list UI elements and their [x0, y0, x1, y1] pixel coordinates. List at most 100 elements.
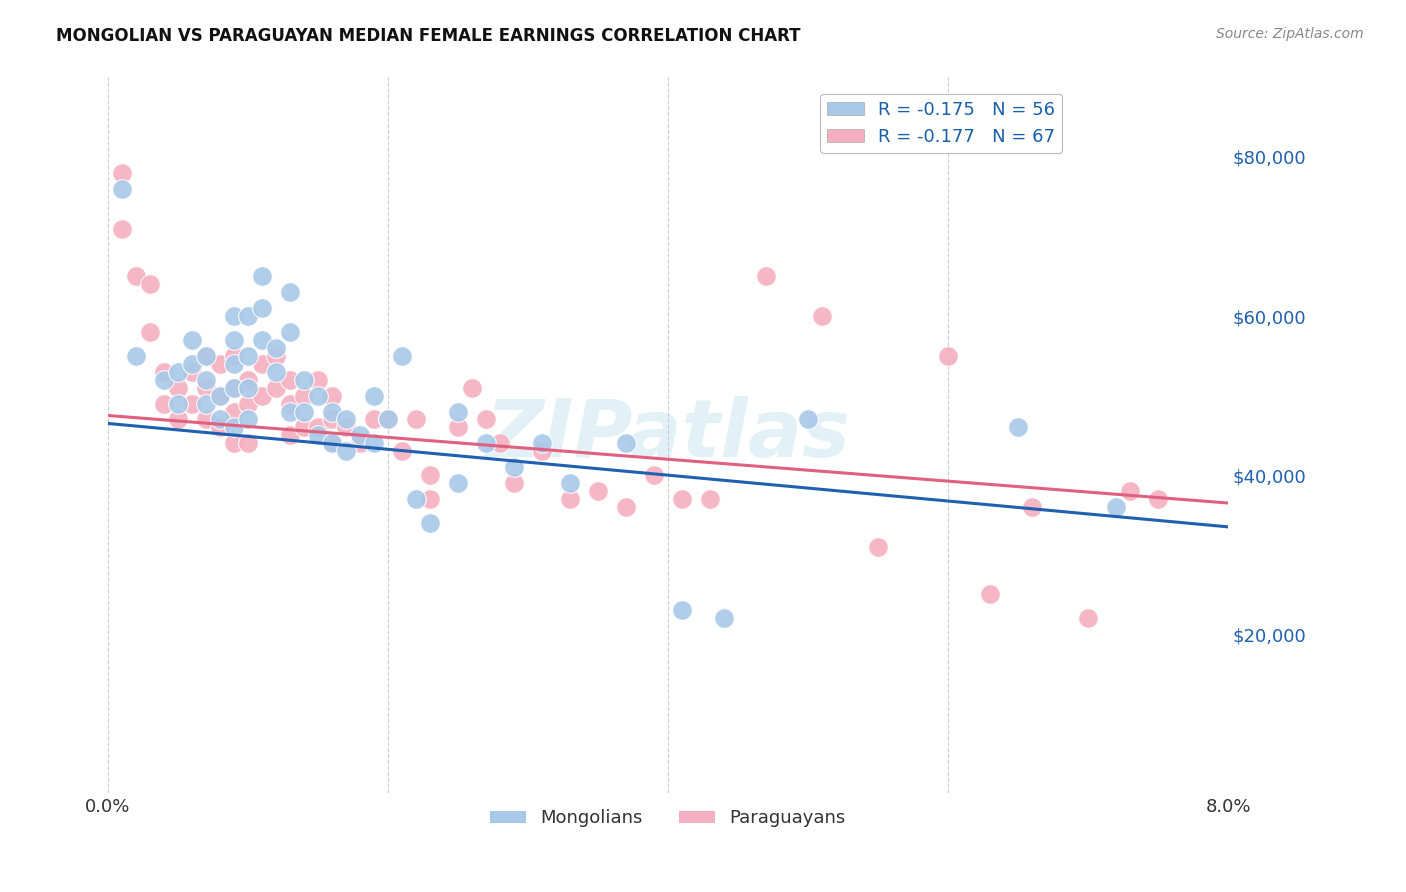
- Point: [614, 500, 637, 514]
- Point: [419, 491, 441, 506]
- Point: [391, 444, 413, 458]
- Point: [222, 404, 245, 418]
- Point: [236, 396, 259, 410]
- Point: [671, 603, 693, 617]
- Point: [321, 436, 343, 450]
- Point: [979, 587, 1001, 601]
- Point: [530, 444, 553, 458]
- Point: [292, 373, 315, 387]
- Point: [250, 357, 273, 371]
- Point: [335, 420, 357, 434]
- Point: [125, 269, 148, 284]
- Point: [236, 436, 259, 450]
- Point: [222, 420, 245, 434]
- Point: [405, 412, 427, 426]
- Point: [195, 373, 218, 387]
- Point: [111, 182, 134, 196]
- Point: [391, 349, 413, 363]
- Point: [195, 349, 218, 363]
- Point: [558, 476, 581, 491]
- Point: [208, 412, 231, 426]
- Legend: Mongolians, Paraguayans: Mongolians, Paraguayans: [482, 802, 853, 834]
- Point: [307, 420, 329, 434]
- Point: [181, 365, 204, 379]
- Point: [222, 333, 245, 347]
- Text: MONGOLIAN VS PARAGUAYAN MEDIAN FEMALE EARNINGS CORRELATION CHART: MONGOLIAN VS PARAGUAYAN MEDIAN FEMALE EA…: [56, 27, 801, 45]
- Point: [236, 349, 259, 363]
- Point: [153, 365, 176, 379]
- Point: [671, 491, 693, 506]
- Point: [264, 365, 287, 379]
- Point: [1119, 484, 1142, 499]
- Point: [250, 269, 273, 284]
- Point: [377, 412, 399, 426]
- Point: [236, 381, 259, 395]
- Point: [307, 373, 329, 387]
- Point: [292, 420, 315, 434]
- Point: [797, 412, 820, 426]
- Point: [153, 373, 176, 387]
- Text: ZIPatlas: ZIPatlas: [485, 396, 851, 475]
- Point: [278, 373, 301, 387]
- Point: [250, 389, 273, 403]
- Point: [363, 436, 385, 450]
- Point: [222, 309, 245, 323]
- Point: [139, 277, 162, 292]
- Point: [377, 412, 399, 426]
- Point: [278, 325, 301, 339]
- Point: [278, 396, 301, 410]
- Point: [321, 404, 343, 418]
- Point: [558, 491, 581, 506]
- Point: [208, 357, 231, 371]
- Point: [153, 396, 176, 410]
- Point: [1105, 500, 1128, 514]
- Point: [447, 420, 470, 434]
- Point: [167, 396, 190, 410]
- Point: [811, 309, 834, 323]
- Point: [236, 309, 259, 323]
- Point: [195, 412, 218, 426]
- Point: [278, 404, 301, 418]
- Point: [1147, 491, 1170, 506]
- Point: [335, 412, 357, 426]
- Point: [349, 428, 371, 442]
- Point: [503, 460, 526, 475]
- Point: [335, 444, 357, 458]
- Point: [614, 436, 637, 450]
- Point: [586, 484, 609, 499]
- Point: [208, 420, 231, 434]
- Point: [222, 436, 245, 450]
- Point: [530, 436, 553, 450]
- Point: [278, 285, 301, 300]
- Point: [181, 357, 204, 371]
- Point: [181, 333, 204, 347]
- Point: [419, 468, 441, 483]
- Point: [363, 412, 385, 426]
- Point: [755, 269, 778, 284]
- Point: [405, 491, 427, 506]
- Text: Source: ZipAtlas.com: Source: ZipAtlas.com: [1216, 27, 1364, 41]
- Point: [278, 428, 301, 442]
- Point: [307, 389, 329, 403]
- Point: [111, 166, 134, 180]
- Point: [321, 389, 343, 403]
- Point: [461, 381, 484, 395]
- Point: [250, 301, 273, 315]
- Point: [195, 381, 218, 395]
- Point: [208, 389, 231, 403]
- Point: [125, 349, 148, 363]
- Point: [167, 365, 190, 379]
- Point: [208, 389, 231, 403]
- Point: [222, 357, 245, 371]
- Point: [866, 540, 889, 554]
- Point: [643, 468, 665, 483]
- Point: [489, 436, 512, 450]
- Point: [181, 396, 204, 410]
- Point: [167, 381, 190, 395]
- Point: [307, 428, 329, 442]
- Point: [713, 611, 735, 625]
- Point: [250, 333, 273, 347]
- Point: [139, 325, 162, 339]
- Point: [292, 389, 315, 403]
- Point: [264, 349, 287, 363]
